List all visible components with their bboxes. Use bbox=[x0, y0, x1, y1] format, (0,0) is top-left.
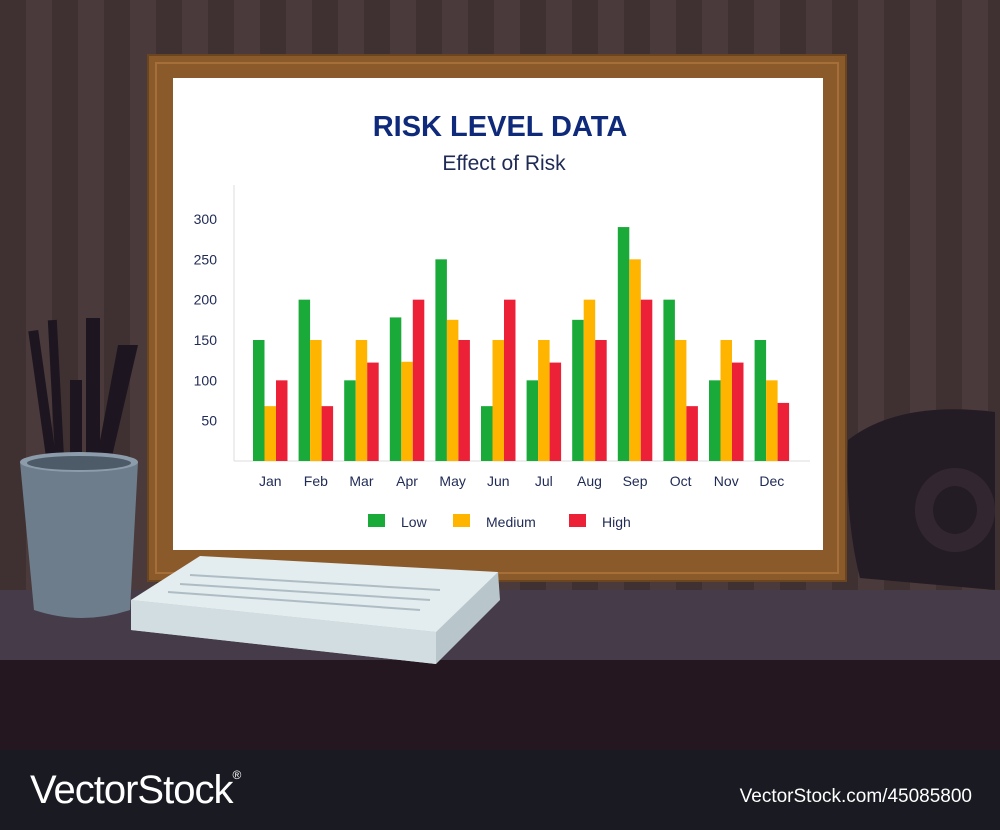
bar-high-apr bbox=[412, 299, 425, 461]
bar-medium-nov bbox=[720, 340, 732, 461]
bar-medium-feb bbox=[310, 340, 322, 461]
bar-high-jul bbox=[549, 362, 562, 461]
y-tick-label: 100 bbox=[194, 372, 218, 388]
bar-medium-may bbox=[446, 319, 459, 461]
x-tick-label: Jun bbox=[487, 473, 510, 489]
x-tick-label: Sep bbox=[623, 473, 648, 489]
x-tick-labels: Jan Feb Mar Apr May Jun Jul Aug Sep Oct Nov Dec bbox=[259, 473, 784, 489]
desk-surface bbox=[0, 590, 1000, 660]
bar-medium-aug bbox=[583, 299, 596, 461]
bar-high-may bbox=[458, 340, 470, 461]
bar-high-jan bbox=[276, 380, 288, 461]
bar-low-may bbox=[435, 259, 447, 461]
bar-low-aug bbox=[572, 319, 584, 461]
bar-medium-dec bbox=[766, 380, 778, 461]
bar-low-jan bbox=[253, 340, 265, 461]
x-tick-label: May bbox=[439, 473, 465, 489]
bar-medium-oct bbox=[674, 340, 687, 461]
risk-chart: RISK LEVEL DATA Effect of Risk 50 100 150 2… bbox=[194, 111, 810, 530]
y-tick-label: 250 bbox=[194, 251, 218, 267]
bar-group bbox=[253, 227, 790, 461]
bar-high-feb bbox=[321, 406, 334, 461]
bar-medium-jun bbox=[492, 340, 504, 461]
bar-medium-jul bbox=[538, 340, 550, 461]
legend-label-low: Low bbox=[401, 514, 428, 530]
legend-swatch-high bbox=[569, 514, 586, 527]
x-tick-label: Feb bbox=[304, 473, 328, 489]
bar-low-mar bbox=[344, 380, 356, 461]
bar-low-jun bbox=[481, 406, 493, 461]
bar-low-apr bbox=[389, 317, 402, 461]
legend-swatch-low bbox=[368, 514, 385, 527]
legend-label-high: High bbox=[602, 514, 631, 530]
y-tick-label: 200 bbox=[194, 292, 218, 308]
bar-low-sep bbox=[617, 227, 630, 461]
x-tick-label: Dec bbox=[759, 473, 784, 489]
bar-low-nov bbox=[709, 380, 721, 461]
bar-low-jul bbox=[526, 380, 539, 461]
bar-medium-sep bbox=[629, 259, 641, 461]
legend-swatch-medium bbox=[453, 514, 470, 527]
x-tick-label: Mar bbox=[349, 473, 373, 489]
x-tick-label: Jan bbox=[259, 473, 282, 489]
watermark-footer bbox=[0, 750, 1000, 830]
x-tick-label: Aug bbox=[577, 473, 602, 489]
bar-high-mar bbox=[367, 362, 379, 461]
y-tick-label: 300 bbox=[194, 211, 218, 227]
legend: Low Medium High bbox=[368, 514, 631, 530]
y-tick-label: 150 bbox=[194, 332, 218, 348]
bar-low-dec bbox=[754, 340, 767, 461]
bar-high-aug bbox=[595, 340, 607, 461]
y-tick-labels: 50 100 150 200 250 300 bbox=[194, 211, 218, 429]
bar-high-oct bbox=[686, 406, 698, 461]
bar-medium-mar bbox=[355, 340, 368, 461]
bar-medium-apr bbox=[401, 361, 413, 461]
x-tick-label: Apr bbox=[396, 473, 418, 489]
bar-low-feb bbox=[298, 299, 311, 461]
image-id-text: VectorStock.com/45085800 bbox=[739, 786, 972, 807]
bar-high-dec bbox=[777, 402, 790, 461]
legend-label-medium: Medium bbox=[486, 514, 536, 530]
y-tick-label: 50 bbox=[201, 413, 217, 429]
x-tick-label: Oct bbox=[670, 473, 692, 489]
x-tick-label: Jul bbox=[535, 473, 553, 489]
bar-high-sep bbox=[640, 299, 653, 461]
bar-low-oct bbox=[663, 299, 675, 461]
bar-high-nov bbox=[732, 362, 744, 461]
bar-medium-jan bbox=[264, 406, 276, 461]
bar-high-jun bbox=[504, 299, 516, 461]
x-tick-label: Nov bbox=[714, 473, 739, 489]
whiteboard bbox=[173, 78, 823, 550]
desk-front bbox=[0, 660, 1000, 750]
chart-title: RISK LEVEL DATA bbox=[373, 111, 628, 143]
vectorstock-logo: VectorStock® bbox=[30, 768, 241, 812]
chart-subtitle: Effect of Risk bbox=[442, 152, 566, 175]
